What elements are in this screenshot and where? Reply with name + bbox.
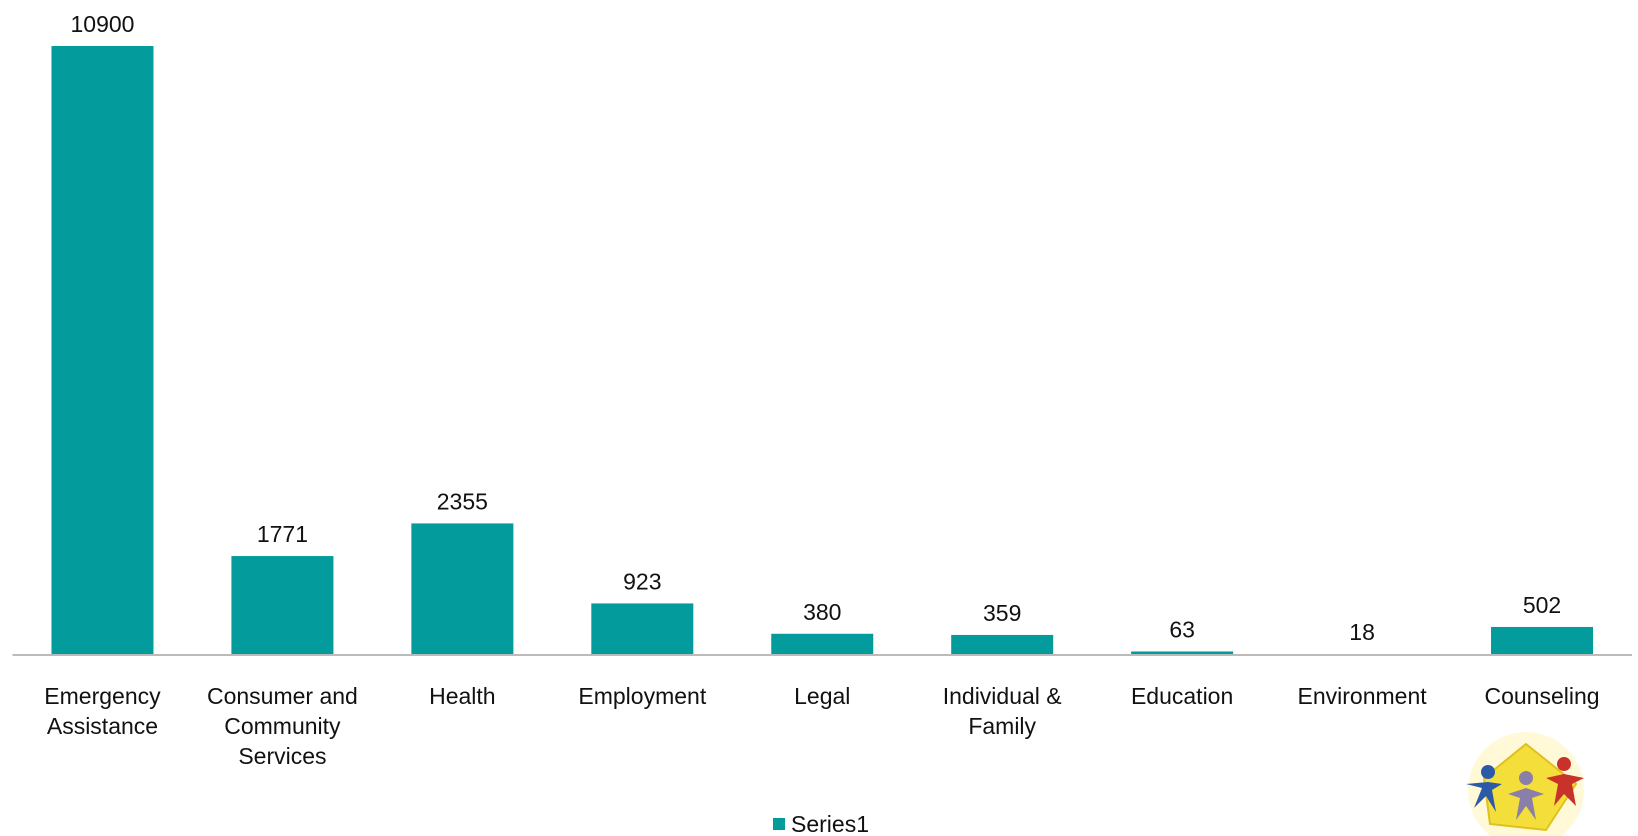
legend-swatch <box>773 818 785 830</box>
x-tick-label: Legal <box>794 683 850 709</box>
data-label: 63 <box>1169 616 1195 642</box>
data-label: 359 <box>983 600 1021 626</box>
bar <box>1131 651 1234 655</box>
data-label: 923 <box>623 568 661 594</box>
x-tick-label: Environment <box>1298 683 1428 709</box>
data-label: 380 <box>803 599 841 625</box>
bar <box>771 633 874 655</box>
x-tick-label: Individual & Family <box>943 683 1062 739</box>
bar <box>591 603 694 655</box>
data-label: 502 <box>1523 592 1561 618</box>
logo <box>1466 732 1584 836</box>
x-tick-label: Consumer and Community Services <box>207 683 358 769</box>
x-tick-label: Education <box>1131 683 1233 709</box>
data-label: 10900 <box>70 11 134 37</box>
bar <box>411 523 514 655</box>
x-tick-label: Health <box>429 683 495 709</box>
bar <box>1491 626 1594 655</box>
bar <box>51 46 154 655</box>
x-tick-label: Employment <box>578 683 706 709</box>
bar <box>951 634 1054 655</box>
data-label: 2355 <box>437 488 488 514</box>
x-tick-label: Counseling <box>1484 683 1599 709</box>
x-tick-label: Emergency Assistance <box>44 683 161 739</box>
legend-label: Series1 <box>791 811 869 836</box>
bar <box>231 556 334 655</box>
data-label: 1771 <box>257 521 308 547</box>
data-label: 18 <box>1349 619 1375 645</box>
